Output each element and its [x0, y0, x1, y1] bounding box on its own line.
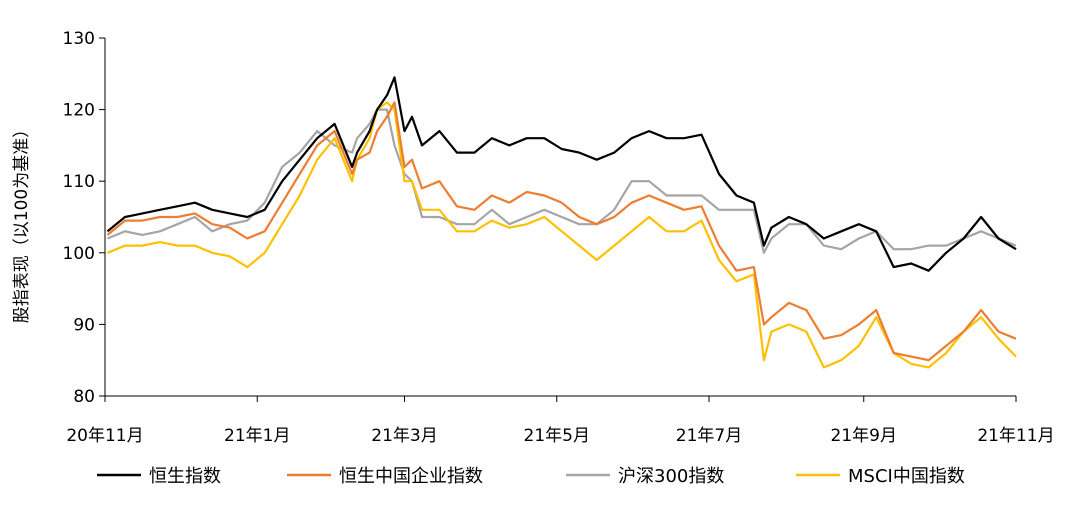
series-layer [106, 76, 1017, 369]
series-line-3 [107, 101, 1017, 369]
legend-label: 恒生中国企业指数 [339, 466, 483, 487]
x-tick-label: 21年9月 [831, 426, 897, 446]
x-tick-label: 21年11月 [977, 426, 1054, 446]
y-tick-label: 90 [73, 315, 95, 335]
series-line-2 [107, 108, 1017, 254]
y-tick-label: 110 [63, 172, 95, 192]
legend: 恒生指数 恒生中国企业指数 沪深300指数 MSCI中国指数 [97, 466, 965, 487]
legend-label: MSCI中国指数 [848, 466, 965, 487]
y-tick-label: 120 [63, 101, 95, 121]
y-tick-label: 100 [63, 244, 95, 264]
series-line-1 [106, 101, 1017, 362]
legend-label: 沪深300指数 [618, 466, 724, 487]
y-tick-label: 130 [63, 29, 95, 49]
x-tick-label: 21年3月 [371, 426, 437, 446]
series-line-0 [106, 76, 1017, 272]
y-axis: 80 90 100 110 120 130 [63, 29, 106, 407]
x-tick-label: 21年7月 [676, 426, 742, 446]
legend-label: 恒生指数 [149, 466, 221, 487]
x-tick-label: 21年5月 [524, 426, 590, 446]
y-tick-label: 80 [73, 387, 95, 407]
x-tick-label: 21年1月 [224, 426, 290, 446]
x-axis: 20年11月 21年1月 21年3月 21年5月 21年7月 21年9月 21年11月 [66, 395, 1055, 446]
x-tick-label: 20年11月 [66, 426, 143, 446]
y-axis-label: 股指表现（以100为基准） [12, 121, 32, 323]
